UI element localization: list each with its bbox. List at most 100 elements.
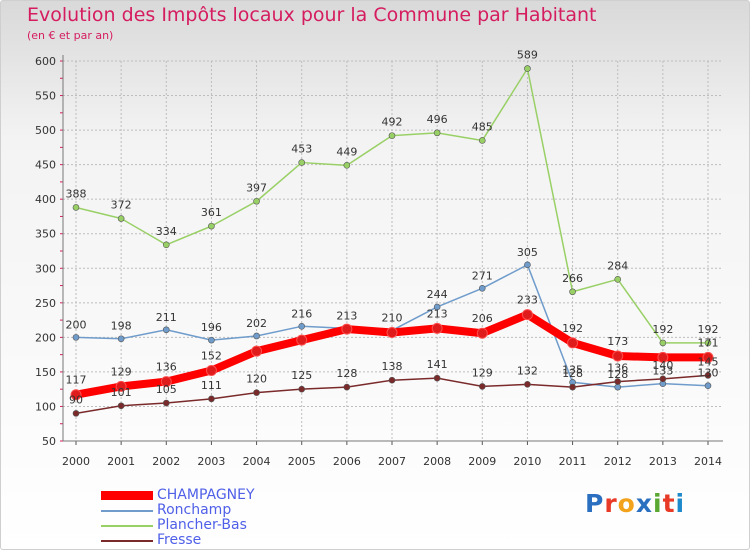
x-tick-label: 2002 — [152, 455, 180, 468]
data-point — [614, 378, 622, 385]
data-label: 90 — [69, 393, 83, 406]
data-label: 129 — [111, 365, 132, 378]
data-label: 130 — [698, 367, 719, 380]
y-tick-label: 200 — [35, 331, 56, 344]
y-tick-label: 350 — [35, 228, 56, 241]
data-point — [478, 285, 486, 292]
data-label: 284 — [607, 259, 628, 272]
data-point — [208, 222, 215, 230]
data-label: 111 — [201, 379, 222, 392]
data-label: 117 — [66, 374, 87, 387]
data-point — [253, 389, 260, 396]
data-point — [117, 402, 125, 410]
data-label: 388 — [66, 187, 87, 200]
logo-letter: r — [604, 489, 618, 518]
data-label: 589 — [517, 49, 538, 62]
data-label: 233 — [517, 294, 538, 307]
y-tick-label: 250 — [35, 297, 56, 310]
data-label: 213 — [427, 307, 448, 320]
data-point — [162, 399, 170, 407]
data-point — [614, 383, 622, 391]
data-label: 210 — [382, 311, 403, 324]
data-label: 361 — [201, 206, 222, 219]
data-point — [704, 372, 712, 379]
data-point — [433, 129, 441, 137]
data-label: 449 — [336, 145, 357, 158]
data-label: 101 — [111, 386, 132, 399]
data-point — [253, 332, 260, 340]
data-label: 496 — [427, 113, 448, 126]
data-label: 145 — [698, 355, 719, 368]
legend-swatch — [101, 491, 153, 500]
data-label: 485 — [472, 120, 493, 133]
data-point — [251, 345, 263, 357]
y-tick-label: 300 — [35, 262, 56, 275]
data-label: 202 — [246, 317, 267, 330]
y-tick-label: 150 — [35, 366, 56, 379]
data-point — [612, 350, 624, 362]
data-point — [614, 276, 622, 283]
y-tick-label: 400 — [35, 193, 56, 206]
data-point — [253, 197, 260, 205]
chart-subtitle: (en € et par an) — [27, 29, 114, 42]
data-point — [72, 334, 80, 341]
x-tick-label: 2001 — [107, 455, 135, 468]
data-point — [478, 137, 486, 144]
data-label: 492 — [382, 116, 403, 129]
data-point — [476, 327, 488, 339]
y-tick-label: 550 — [35, 90, 56, 103]
data-label: 141 — [427, 358, 448, 371]
data-point — [433, 374, 441, 382]
data-point — [298, 385, 306, 393]
data-point — [524, 65, 531, 72]
legend-swatch — [101, 510, 153, 512]
logo-letter: i — [653, 489, 663, 518]
x-tick-label: 2000 — [62, 455, 90, 468]
data-label: 129 — [472, 366, 493, 379]
data-label: 334 — [156, 225, 177, 238]
data-label: 271 — [472, 269, 493, 282]
data-label: 128 — [607, 368, 628, 381]
data-label: 133 — [652, 365, 673, 378]
data-point — [569, 383, 576, 391]
data-point — [659, 375, 667, 383]
chart-title: Evolution des Impôts locaux pour la Comm… — [27, 4, 597, 26]
data-label: 196 — [201, 321, 222, 334]
data-point — [388, 376, 396, 384]
legend-swatch — [101, 525, 153, 527]
data-label: 171 — [698, 336, 719, 349]
legend-label: Fresse — [157, 532, 202, 548]
y-tick-label: 500 — [35, 124, 56, 137]
x-tick-label: 2009 — [468, 455, 496, 468]
legend-label: CHAMPAGNEY — [157, 487, 255, 503]
data-label: 138 — [382, 360, 403, 373]
x-tick-label: 2005 — [288, 455, 316, 468]
logo-letter: x — [635, 489, 653, 518]
data-point — [386, 327, 398, 339]
data-label: 128 — [562, 367, 583, 380]
data-point — [343, 383, 351, 391]
data-label: 192 — [698, 323, 719, 336]
data-label: 372 — [111, 199, 132, 212]
data-point — [296, 334, 308, 346]
y-tick-label: 600 — [35, 55, 56, 68]
x-tick-label: 2008 — [423, 455, 451, 468]
legend-label: Ronchamp — [157, 502, 232, 518]
data-label: 192 — [562, 322, 583, 335]
y-tick-label: 100 — [35, 400, 56, 413]
data-point — [208, 395, 215, 403]
data-label: 125 — [291, 369, 312, 382]
y-tick-label: 50 — [42, 435, 56, 448]
data-label: 136 — [156, 361, 177, 374]
data-label: 140 — [652, 359, 673, 372]
data-label: 213 — [336, 309, 357, 322]
data-point — [521, 309, 533, 321]
data-label: 305 — [517, 246, 538, 259]
data-label: 152 — [201, 350, 222, 363]
y-tick-label: 450 — [35, 159, 56, 172]
data-point — [567, 337, 579, 349]
data-label: 198 — [111, 320, 132, 333]
x-tick-label: 2003 — [197, 455, 225, 468]
x-tick-label: 2010 — [513, 455, 541, 468]
